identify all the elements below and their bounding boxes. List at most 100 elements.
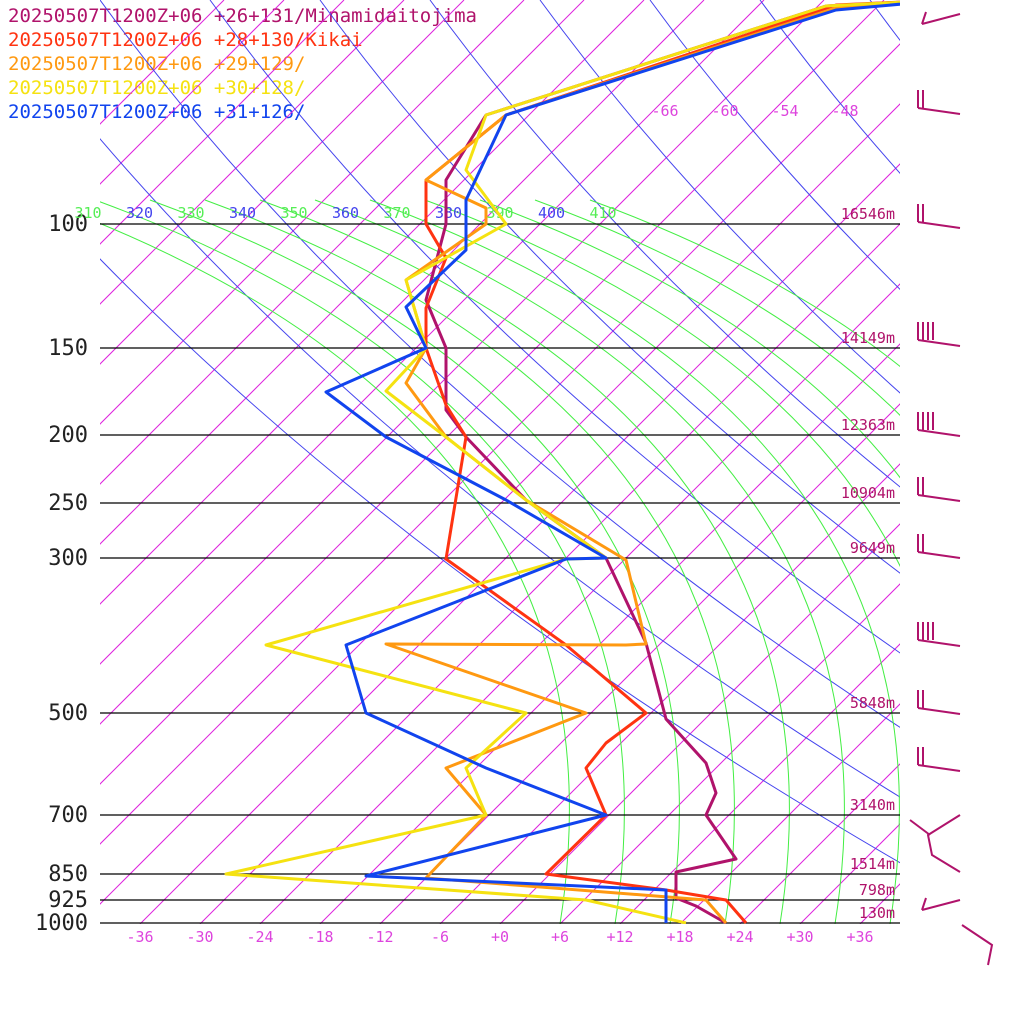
x-tick-label: +12 [606,928,633,946]
theta-label: 390 [486,204,513,222]
isotherm-line [499,523,900,924]
isotherm-line [859,883,900,924]
dry-adiabat-line [980,0,1024,880]
x-tick-label: -24 [246,928,273,946]
theta-label: 380 [435,204,462,222]
series-line-4 [224,0,900,924]
pressure-label: 500 [48,701,88,726]
theta-label: 330 [177,204,204,222]
wind-barb [917,322,961,347]
wind-barb [917,477,961,502]
isotherm-line [100,0,465,365]
pressure-label: 925 [48,888,88,913]
dry-adiabat-line [100,258,900,864]
dry-adiabat-line [209,0,900,654]
legend-entry: 20250507T1200Z+06 +31+126/ [8,101,306,123]
isotherm-line [920,0,1024,924]
pressure-label: 1000 [35,911,88,936]
isotherm-line [679,703,900,924]
x-tick-label: -36 [126,928,153,946]
dry-adiabat-line [429,0,900,488]
theta-label: 320 [126,204,153,222]
isotherm-line [100,0,345,245]
moist-adiabat-line [589,199,900,368]
theta-label: 370 [383,204,410,222]
legend-entry: 20250507T1200Z+06 +26+131/Minamidaitojim… [8,5,477,27]
pressure-label: 850 [48,862,88,887]
x-tick-label: +0 [491,928,509,946]
dry-adiabat-line [100,0,900,728]
dry-adiabat-line [539,0,900,394]
x-tick-label: +30 [786,928,813,946]
wind-barb [917,747,961,772]
isotherm-line [100,103,900,905]
moist-adiabat-line [369,199,900,924]
wind-barb [909,814,961,873]
isotherm-line [439,463,900,924]
x-tick-label: +24 [726,928,753,946]
x-tick-label: -30 [186,928,213,946]
theta-label: 350 [280,204,307,222]
wind-barb [917,534,961,559]
moist-adiabat-line [204,199,735,924]
isotherm-line [619,643,900,924]
isotherm-line [739,763,900,924]
pressure-label: 300 [48,546,88,571]
height-label: 5848m [850,694,895,712]
isotherm-line [379,403,900,924]
pressure-label: 100 [48,212,88,237]
pressure-label: 700 [48,803,88,828]
isotherm-line [100,0,885,785]
series-line-2 [424,0,900,924]
wind-barb [921,897,961,911]
x-tick-label: +36 [846,928,873,946]
x-tick-label: -12 [366,928,393,946]
isotherm-lines [100,0,1024,924]
series-line-5 [324,2,900,923]
theta-label: 400 [538,204,565,222]
upper-tick-label: -66 [651,102,678,120]
pressure-label: 250 [48,491,88,516]
moist-adiabat-line [534,199,900,416]
isotherm-line [100,0,825,725]
upper-tick-label: -48 [831,102,858,120]
dry-adiabat-lines [100,0,1024,880]
pressure-level-lines [100,223,900,924]
dry-adiabat-line [869,0,900,41]
legend-entry: 20250507T1200Z+06 +28+130/Kikai [8,29,363,51]
isotherm-line [100,0,585,485]
height-label: 14149m [841,329,895,347]
height-label: 9649m [850,539,895,557]
isotherm-line [100,0,705,605]
x-tick-label: +6 [551,928,569,946]
dry-adiabat-line [649,0,900,290]
wind-barb [917,690,961,715]
height-label: 12363m [841,416,895,434]
isotherm-line [259,283,900,924]
moist-adiabat-line [100,222,570,924]
moist-adiabat-line [424,199,900,568]
theta-label: 310 [74,204,101,222]
upper-tick-label: -60 [711,102,738,120]
isotherm-line [100,43,900,845]
moist-adiabat-line [100,201,625,924]
wind-barb [921,11,961,25]
x-tick-label: +18 [666,928,693,946]
upper-tick-label: -54 [771,102,798,120]
isotherm-line [319,343,900,924]
theta-label: 360 [332,204,359,222]
wind-barb [917,622,961,647]
isotherm-line [100,0,285,185]
height-label: 10904m [841,484,895,502]
theta-label: 340 [229,204,256,222]
isotherm-line [799,823,900,924]
isotherm-line [100,0,525,425]
dry-adiabat-line [759,0,900,174]
x-tick-label: -18 [306,928,333,946]
wind-barb [917,204,961,229]
wind-barbs [909,11,994,966]
wind-barb [961,924,994,966]
height-label: 16546m [841,205,895,223]
height-label: 3140m [850,796,895,814]
